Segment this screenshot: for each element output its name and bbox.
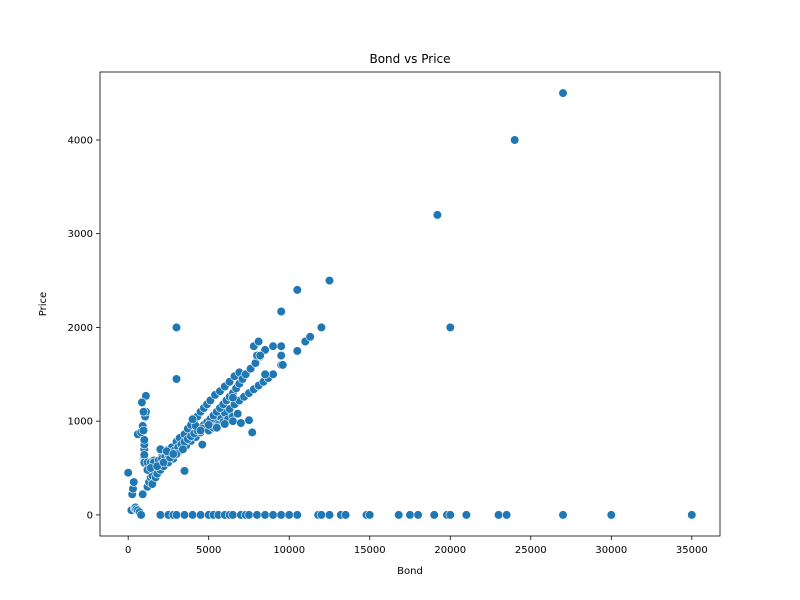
data-point — [138, 407, 149, 417]
x-tick-label: 35000 — [676, 545, 708, 556]
y-tick-label: 0 — [87, 510, 93, 521]
y-axis-ticks: 0 1000 2000 3000 4000 — [68, 135, 100, 521]
data-point — [137, 397, 147, 408]
data-point — [278, 360, 288, 370]
data-point — [432, 210, 443, 220]
data-point — [394, 510, 404, 520]
data-point — [252, 510, 262, 520]
y-tick-label: 2000 — [68, 323, 93, 334]
y-tick-label: 1000 — [68, 417, 93, 428]
x-tick-label: 5000 — [196, 545, 221, 556]
data-point — [687, 510, 697, 520]
data-point — [228, 393, 238, 403]
data-point — [341, 510, 351, 520]
data-point — [188, 510, 198, 520]
y-tick-label: 3000 — [68, 229, 93, 240]
data-point — [255, 351, 265, 361]
x-axis-label: Bond — [397, 566, 423, 577]
data-point — [413, 510, 423, 520]
data-point — [136, 510, 146, 520]
data-point — [204, 420, 214, 430]
data-point — [558, 510, 568, 520]
data-point — [228, 416, 238, 426]
data-point — [171, 510, 182, 520]
x-tick-label: 20000 — [434, 545, 466, 556]
data-point — [168, 449, 178, 459]
x-tick-label: 10000 — [273, 545, 305, 556]
data-point — [171, 322, 182, 333]
data-point — [196, 425, 206, 436]
data-point — [292, 285, 302, 295]
data-point — [558, 88, 568, 98]
data-point — [445, 322, 455, 333]
data-point — [171, 374, 182, 384]
data-point — [429, 510, 439, 520]
y-axis-label: Price — [38, 292, 49, 316]
data-point — [233, 409, 243, 419]
data-point — [284, 510, 294, 520]
data-point — [236, 418, 246, 428]
data-point — [129, 477, 139, 487]
data-point — [276, 306, 286, 317]
data-point — [276, 510, 286, 520]
data-point — [260, 369, 270, 379]
data-point — [606, 510, 616, 520]
data-point — [196, 510, 206, 520]
data-point — [316, 510, 327, 520]
x-tick-label: 15000 — [354, 545, 386, 556]
data-point — [502, 510, 512, 520]
data-point — [324, 510, 335, 520]
data-point — [268, 341, 278, 351]
data-point — [268, 510, 278, 520]
data-point — [445, 510, 455, 520]
data-point — [510, 135, 520, 145]
data-point — [179, 510, 190, 520]
data-point — [244, 415, 254, 425]
data-point — [138, 425, 149, 436]
data-point — [324, 276, 335, 286]
data-point — [268, 369, 278, 379]
data-point — [405, 510, 415, 520]
data-point — [292, 510, 302, 520]
x-tick-label: 30000 — [595, 545, 627, 556]
data-point — [212, 423, 222, 433]
data-point — [155, 510, 165, 520]
data-point — [305, 332, 315, 342]
data-point — [247, 427, 257, 438]
plot-area-frame — [99, 71, 721, 537]
data-point — [494, 510, 504, 520]
x-axis-ticks: 0 5000 10000 15000 20000 25000 30000 35000 — [125, 536, 708, 556]
data-point — [228, 510, 238, 520]
data-point — [254, 336, 264, 347]
data-point — [276, 351, 286, 361]
data-point — [138, 489, 148, 499]
chart-title: Bond vs Price — [369, 52, 450, 66]
x-tick-label: 25000 — [515, 545, 547, 556]
data-point — [197, 440, 207, 450]
data-point — [260, 510, 270, 520]
data-point — [179, 466, 190, 476]
data-points — [123, 88, 697, 520]
y-tick-label: 4000 — [68, 135, 93, 146]
data-point — [276, 341, 286, 351]
data-point — [292, 346, 302, 356]
data-point — [178, 444, 188, 454]
data-point — [316, 322, 327, 333]
data-point — [365, 510, 375, 520]
data-point — [220, 419, 230, 429]
data-point — [159, 457, 169, 468]
data-point — [244, 510, 254, 520]
data-point — [123, 468, 133, 478]
data-point — [188, 414, 198, 424]
x-tick-label: 0 — [125, 545, 131, 556]
data-point — [461, 510, 472, 520]
